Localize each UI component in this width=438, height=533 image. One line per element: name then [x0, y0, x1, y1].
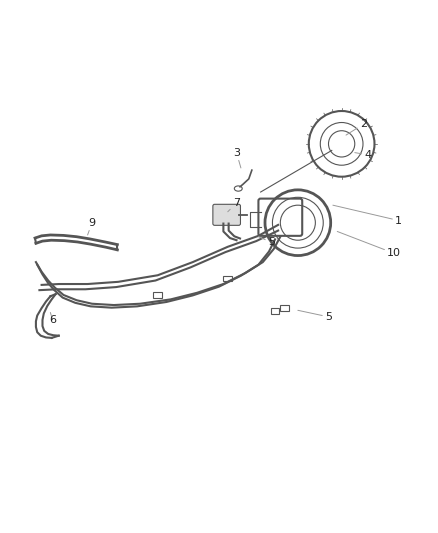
Bar — [271, 308, 279, 314]
Bar — [223, 276, 232, 281]
Text: 1: 1 — [333, 205, 402, 225]
Text: 9: 9 — [88, 217, 95, 235]
Text: 10: 10 — [337, 231, 401, 259]
Bar — [280, 305, 289, 311]
Text: 5: 5 — [298, 310, 332, 322]
Text: 3: 3 — [233, 148, 241, 168]
FancyBboxPatch shape — [213, 204, 240, 225]
Text: 4: 4 — [355, 150, 371, 160]
Bar — [153, 292, 162, 297]
Text: 2: 2 — [346, 119, 367, 135]
Text: 5: 5 — [258, 237, 275, 247]
Text: 7: 7 — [228, 198, 240, 212]
Text: 6: 6 — [49, 312, 56, 325]
